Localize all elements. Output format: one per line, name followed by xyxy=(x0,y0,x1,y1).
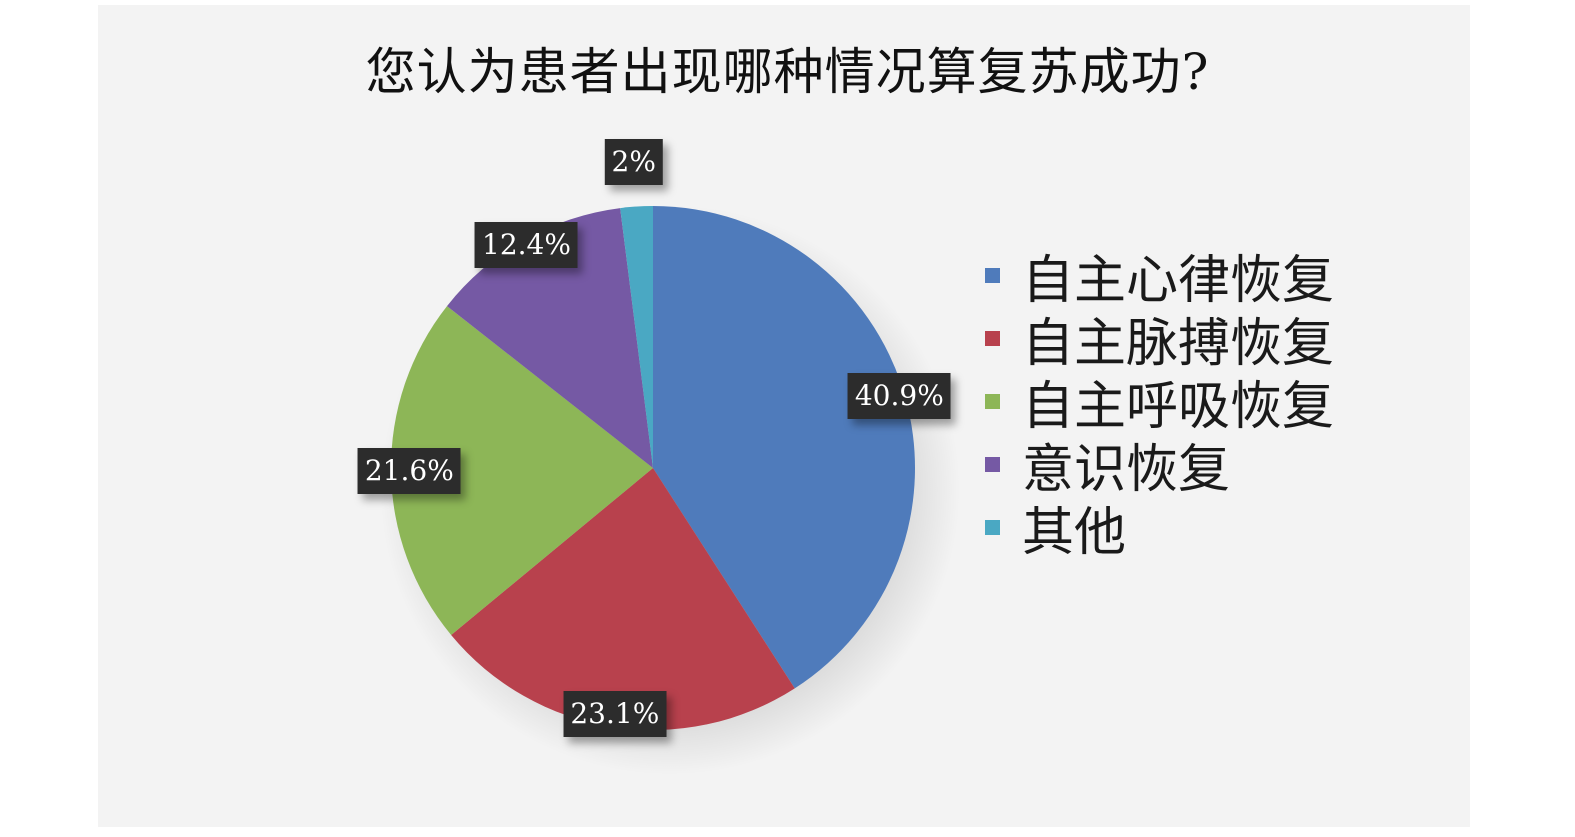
pie-slice-3 xyxy=(390,306,653,636)
data-label-3: 21.6% xyxy=(357,448,461,495)
pie-slice-4 xyxy=(446,208,653,468)
legend-label: 自主脉搏恢复 xyxy=(1022,314,1335,374)
pie-slice-5 xyxy=(620,206,653,468)
legend-swatch xyxy=(985,394,1000,409)
data-label-4: 12.4% xyxy=(475,221,578,268)
legend: 自主心律恢复 自主脉搏恢复 自主呼吸恢复 意识恢复 其他 xyxy=(985,244,1334,563)
legend-item: 自主心律恢复 xyxy=(985,244,1334,311)
legend-label: 其他 xyxy=(1022,503,1127,563)
legend-swatch xyxy=(985,520,1000,535)
legend-swatch xyxy=(985,268,1000,283)
legend-item: 意识恢复 xyxy=(985,433,1334,500)
legend-label: 自主心律恢复 xyxy=(1022,251,1335,311)
legend-swatch xyxy=(985,331,1000,346)
pie-slice-2 xyxy=(451,468,795,730)
legend-label: 自主呼吸恢复 xyxy=(1022,377,1335,437)
data-label-5: 2% xyxy=(604,139,663,186)
legend-item: 自主脉搏恢复 xyxy=(985,307,1334,374)
legend-item: 其他 xyxy=(985,496,1334,563)
data-label-1: 40.9% xyxy=(847,372,951,419)
legend-swatch xyxy=(985,457,1000,472)
data-label-2: 23.1% xyxy=(563,690,667,737)
legend-label: 意识恢复 xyxy=(1022,440,1231,500)
chart-title: 您认为患者出现哪种情况算复苏成功? xyxy=(365,43,1210,101)
pie-slice-1 xyxy=(653,206,915,689)
legend-item: 自主呼吸恢复 xyxy=(985,370,1334,437)
